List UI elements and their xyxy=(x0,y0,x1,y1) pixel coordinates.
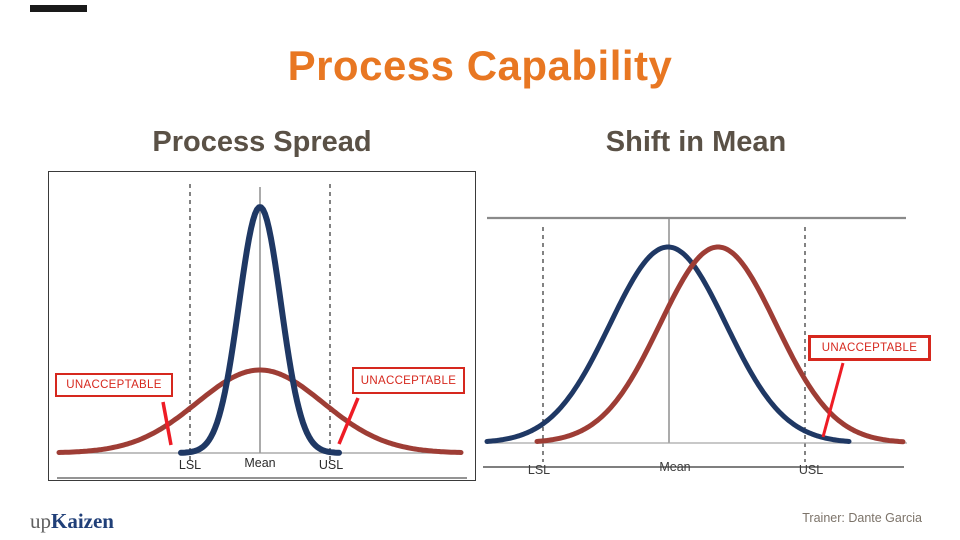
unacceptable-callout-left: UNACCEPTABLE xyxy=(55,373,173,397)
logo-up-text: up xyxy=(30,509,51,533)
wide-red-curve xyxy=(56,367,464,455)
annotation-line xyxy=(821,362,845,438)
right-panel-title: Shift in Mean xyxy=(605,126,787,158)
left-mean-label: Mean xyxy=(244,456,276,470)
shifted-red-curve xyxy=(534,244,906,445)
right-lsl-label: LSL xyxy=(527,463,551,477)
process-spread-chart xyxy=(48,171,476,481)
annotation-line-left xyxy=(161,401,173,446)
upkaizen-logo: upKaizen xyxy=(30,509,114,534)
logo-kaizen-text: Kaizen xyxy=(51,509,114,533)
centered-blue-curve xyxy=(484,244,852,444)
left-panel-title: Process Spread xyxy=(152,126,372,158)
corner-bar xyxy=(30,5,87,12)
right-usl-label: USL xyxy=(798,463,824,477)
shift-in-mean-chart xyxy=(483,210,909,480)
trainer-credit: Trainer: Dante Garcia xyxy=(802,511,922,525)
annotation-line-right xyxy=(337,397,360,445)
page-title: Process Capability xyxy=(287,42,673,89)
narrow-blue-curve xyxy=(178,204,342,456)
left-lsl-label: LSL xyxy=(178,458,202,472)
unacceptable-callout-right: UNACCEPTABLE xyxy=(352,367,465,394)
left-usl-label: USL xyxy=(318,458,344,472)
shift-in-mean-plot xyxy=(483,216,907,468)
unacceptable-callout: UNACCEPTABLE xyxy=(808,335,931,361)
right-mean-label: Mean xyxy=(659,460,691,474)
process-spread-plot xyxy=(56,184,467,479)
